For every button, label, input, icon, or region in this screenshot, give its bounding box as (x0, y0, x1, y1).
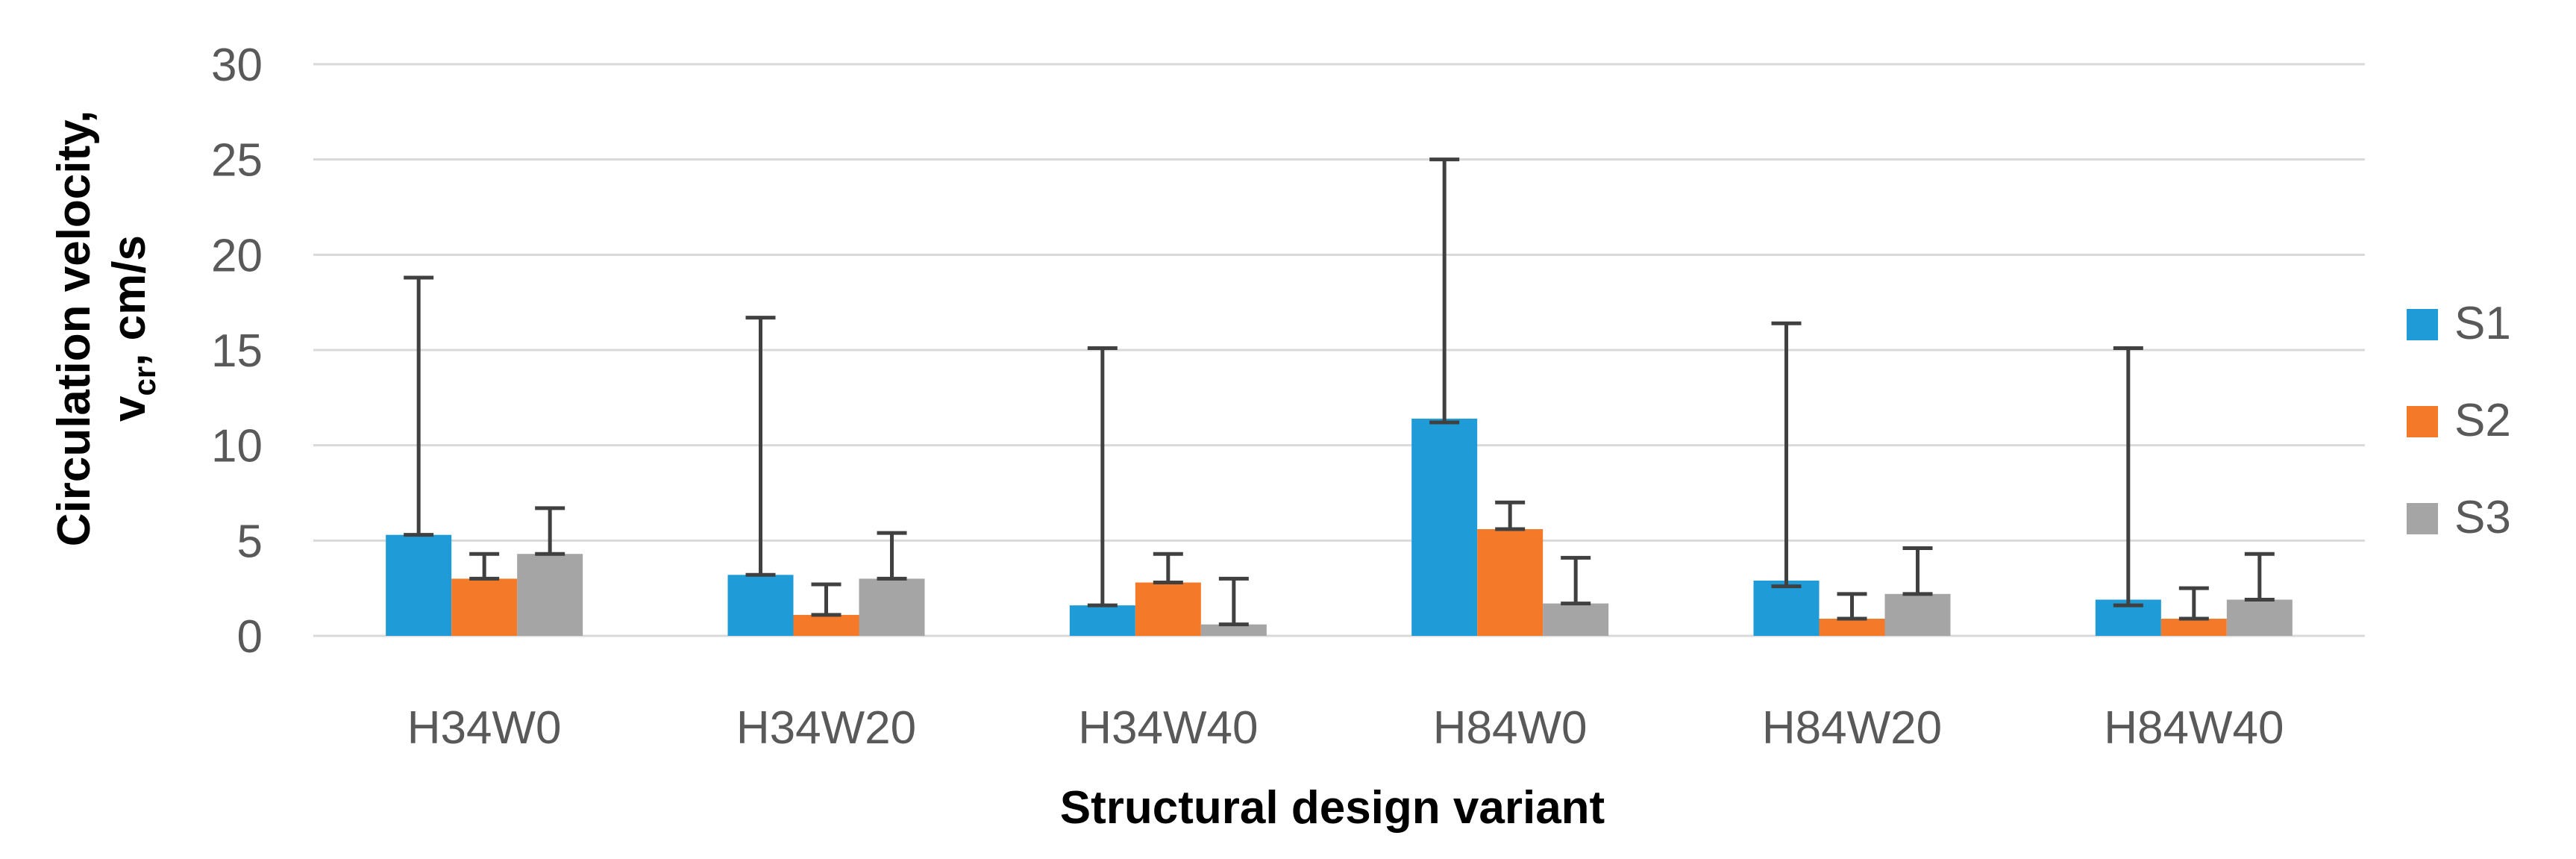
error-bar-S3-H34W20 (877, 531, 907, 581)
bar-S3-H34W20 (859, 578, 925, 636)
x-axis-ticks: H34W0 H34W20 H34W40 H84W0 H84W20 H84W40 (407, 702, 2284, 754)
error-bar-S1-H34W20 (745, 316, 776, 577)
gridlines (313, 63, 2365, 637)
legend: S1 S2 S3 (2407, 298, 2511, 543)
error-bar-S2-H84W0 (1495, 500, 1526, 531)
y-axis-title-line2: vcr, cm/s (104, 235, 162, 422)
legend-swatch-S2 (2407, 406, 2438, 437)
error-bar-S1-H34W40 (1087, 346, 1118, 607)
bar-S2-H34W0 (451, 578, 518, 636)
error-bar-S3-H34W0 (535, 506, 565, 556)
y-axis-ticks: 0 5 10 15 20 25 30 (211, 40, 263, 663)
y-tick-label-15: 15 (211, 325, 263, 377)
y-tick-label-20: 20 (211, 230, 263, 281)
bar-S1-H34W40 (1069, 605, 1135, 636)
error-bar-S3-H84W0 (1561, 555, 1591, 606)
legend-label-S1: S1 (2454, 298, 2511, 349)
error-bar-S3-H84W20 (1902, 546, 1933, 596)
x-tick-label-H84W0: H84W0 (1433, 702, 1588, 754)
error-bars (404, 157, 2275, 627)
bar-S3-H34W40 (1200, 624, 1267, 636)
x-tick-label-H34W20: H34W20 (736, 702, 916, 754)
bar-S1-H34W0 (386, 534, 452, 636)
error-bar-S1-H84W40 (2113, 346, 2143, 607)
x-tick-label-H34W0: H34W0 (407, 702, 562, 754)
bar-S2-H34W40 (1135, 582, 1201, 636)
y-tick-label-30: 30 (211, 40, 263, 91)
y-tick-label-0: 0 (237, 611, 263, 663)
legend-label-S3: S3 (2454, 492, 2511, 543)
legend-swatch-S1 (2407, 309, 2438, 340)
error-bar-S2-H34W0 (469, 552, 500, 581)
bar-S2-H84W40 (2160, 619, 2227, 636)
x-axis-title: Structural design variant (1060, 782, 1605, 834)
bar-S1-H34W20 (727, 575, 794, 636)
legend-item-S1: S1 (2407, 298, 2511, 349)
legend-item-S2: S2 (2407, 395, 2511, 446)
error-bar-S2-H84W40 (2178, 586, 2209, 621)
bar-S2-H84W0 (1477, 529, 1544, 636)
y-axis-title-line1: Circulation velocity, (48, 110, 100, 547)
error-bar-S2-H34W40 (1153, 552, 1183, 585)
bar-S3-H34W0 (517, 554, 583, 636)
bar-S1-H84W20 (1753, 580, 1820, 636)
error-bar-S1-H34W0 (404, 275, 434, 537)
y-tick-label-5: 5 (237, 516, 263, 567)
error-bar-S3-H34W40 (1218, 576, 1249, 627)
bar-S2-H84W20 (1819, 619, 1885, 636)
legend-item-S3: S3 (2407, 492, 2511, 543)
error-bar-S2-H34W20 (811, 582, 842, 617)
y-tick-label-10: 10 (211, 421, 263, 472)
y-axis-title-v: v (104, 396, 155, 422)
x-tick-label-H34W40: H34W40 (1078, 702, 1258, 754)
error-bar-S2-H84W20 (1837, 592, 1867, 621)
bar-series (386, 418, 2293, 636)
y-axis-title: Circulation velocity, vcr, cm/s (48, 110, 162, 547)
bar-S2-H34W20 (793, 614, 859, 636)
error-bar-S1-H84W20 (1771, 321, 1802, 589)
error-bar-S3-H84W40 (2244, 552, 2275, 602)
x-tick-label-H84W20: H84W20 (1762, 702, 1942, 754)
y-tick-label-25: 25 (211, 135, 263, 187)
y-axis-title-units: , cm/s (104, 235, 155, 366)
bar-S3-H84W0 (1543, 603, 1609, 636)
bar-S1-H84W0 (1411, 418, 1478, 636)
legend-swatch-S3 (2407, 503, 2438, 534)
error-bar-S1-H84W0 (1429, 157, 1460, 425)
bar-S3-H84W40 (2226, 599, 2293, 636)
x-tick-label-H84W40: H84W40 (2104, 702, 2284, 754)
legend-label-S2: S2 (2454, 395, 2511, 446)
y-axis-title-subscript: cr (127, 366, 162, 396)
bar-S3-H84W20 (1884, 593, 1951, 636)
